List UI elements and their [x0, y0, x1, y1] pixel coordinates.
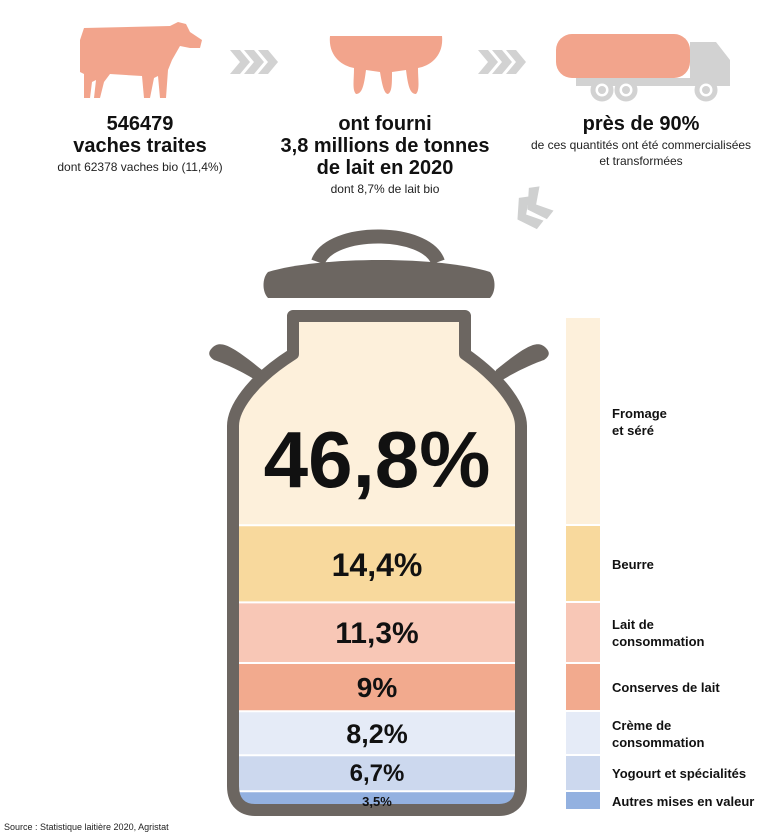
stat-cows-count: 546479 [106, 113, 174, 135]
legend-swatch [566, 318, 600, 525]
legend-label-line: consommation [612, 634, 705, 650]
double-chevron-down-left-icon [517, 186, 554, 230]
source-note: Source : Statistique laitière 2020, Agri… [4, 822, 169, 832]
band-6 [233, 755, 521, 792]
legend-label-line: Autres mises en valeur [612, 793, 755, 809]
double-chevron-right-icon [230, 50, 278, 74]
band-value-label: 6,7% [349, 760, 405, 788]
band-value-label: 46,8% [263, 415, 491, 504]
legend-label-line: Fromage [612, 405, 667, 421]
legend-label: Crème de consommation [612, 717, 704, 751]
band-5 [233, 711, 521, 756]
stat-commercialised-sub-1: de ces quantités ont été commercialisées [530, 138, 752, 152]
stat-commercialised: près de 90% de ces quantités ont été com… [516, 113, 766, 169]
legend-label: Beurre [612, 556, 654, 573]
legend-label-line: Yogourt et spécialités [612, 766, 747, 782]
legend-swatch [566, 603, 600, 663]
stat-milk-line2: 3,8 millions de tonnes [280, 135, 490, 157]
band-3 [233, 602, 521, 664]
milk-can-icon [209, 229, 549, 816]
legend-swatch [566, 792, 600, 809]
band-4 [233, 663, 521, 712]
legend-swatch [566, 526, 600, 602]
stat-cows-sub: dont 62378 vaches bio (11,4%) [57, 160, 223, 174]
stat-commercialised-sub-2: et transformées [599, 154, 683, 168]
legend-swatch [566, 712, 600, 755]
stat-cows: 546479 vaches traites dont 62378 vaches … [40, 113, 240, 175]
band-labels: 46,8% 14,4% 11,3% 9% 8,2% 6,7% 3,5% [233, 316, 521, 810]
legend-label: Yogourt et spécialités [612, 765, 746, 782]
tanker-truck-icon [556, 34, 730, 102]
legend-swatch [566, 756, 600, 791]
legend-label-line: Lait de [612, 617, 654, 633]
legend-label-line: Beurre [612, 556, 654, 572]
stat-milk-line3: de lait en 2020 [316, 157, 454, 179]
legend-label: Lait de consommation [612, 616, 704, 650]
legend-label: Fromage et séré [612, 405, 667, 439]
band-value-label: 14,4% [331, 546, 423, 583]
stat-cows-label: vaches traites [73, 135, 207, 157]
legend-label-line: consommation [612, 734, 705, 750]
stat-milk-sub: dont 8,7% de lait bio [330, 182, 440, 196]
band-value-label: 11,3% [335, 616, 419, 650]
band-2 [233, 525, 521, 603]
band-value-label: 3,5% [362, 794, 392, 810]
legend-swatch [566, 664, 600, 711]
stat-milk-line1: ont fourni [338, 113, 432, 135]
top-icons [80, 22, 730, 230]
legend-label: Conserves de lait [612, 679, 720, 696]
stat-milk: ont fourni 3,8 millions de tonnes de lai… [270, 113, 500, 197]
cow-icon [80, 22, 202, 98]
band-value-label: 9% [356, 672, 398, 704]
udder-icon [329, 36, 443, 94]
legend-label-line: Conserves de lait [612, 680, 720, 696]
band-value-label: 8,2% [346, 718, 408, 749]
stat-commercialised-title: près de 90% [582, 113, 700, 135]
double-chevron-right-icon [478, 50, 526, 74]
legend-label: Autres mises en valeur [612, 793, 754, 810]
legend-label-line: Crème de [612, 717, 672, 733]
legend-label-line: et séré [612, 422, 654, 438]
